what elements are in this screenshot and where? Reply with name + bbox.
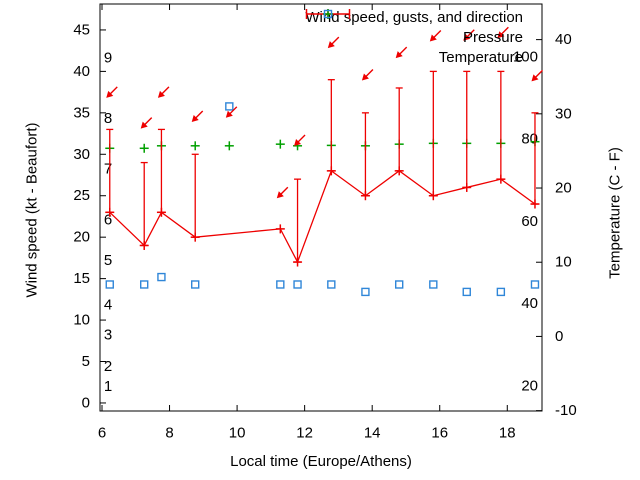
y-left-tick-label: 0 [82, 394, 90, 411]
y-axis-title-right: Temperature (C - F) [606, 147, 624, 279]
temperature-point [140, 280, 149, 289]
y-right-tick-label: 30 [555, 105, 572, 122]
fahrenheit-label: 20 [521, 377, 538, 394]
temperature-point [225, 102, 234, 111]
y-left-tick-label: 45 [73, 21, 90, 38]
x-tick-label: 18 [499, 425, 516, 442]
x-tick-label: 14 [364, 425, 381, 442]
temperature-point [530, 280, 540, 289]
fahrenheit-label: 40 [521, 295, 538, 312]
direction-arrow-head [395, 51, 403, 59]
y-left-tick-label: 35 [73, 104, 90, 121]
temperature-point [496, 287, 506, 297]
fahrenheit-label: 100 [513, 48, 538, 65]
fahrenheit-label: 60 [521, 213, 538, 230]
x-tick-label: 10 [229, 425, 246, 442]
temperature-point [361, 287, 370, 297]
direction-arrow-head [531, 74, 539, 82]
beaufort-label: 5 [104, 252, 112, 269]
beaufort-label: 3 [104, 326, 112, 343]
y-left-tick-label: 30 [73, 146, 90, 163]
y-right-tick-label: 0 [555, 328, 563, 345]
direction-arrow-head [327, 41, 335, 49]
y-right-tick-label: 10 [555, 254, 572, 271]
legend-label-pressure: Pressure [462, 28, 523, 46]
y-left-tick-label: 20 [73, 229, 90, 246]
x-tick-label: 16 [431, 425, 448, 442]
x-axis-title: Local time (Europe/Athens) [230, 453, 412, 470]
plot-border [99, 3, 543, 412]
temperature-point [462, 287, 471, 297]
beaufort-label: 9 [104, 50, 112, 67]
legend-label-temperature: Temperature [438, 48, 523, 66]
y-left-tick-label: 5 [82, 353, 90, 370]
legend: Wind speed, gusts, and direction Pressur… [305, 7, 523, 67]
direction-arrow-head [140, 121, 148, 129]
temperature-point [105, 280, 114, 289]
x-tick-label: 6 [98, 425, 106, 442]
beaufort-label: 2 [104, 358, 112, 375]
y-axis-title-left: Wind speed (kt - Beaufort) [23, 122, 41, 298]
fahrenheit-label: 80 [521, 131, 538, 148]
beaufort-label: 1 [104, 378, 112, 395]
direction-arrow-head [294, 138, 302, 146]
direction-arrow-head [361, 73, 369, 81]
direction-arrow-head [157, 90, 165, 98]
direction-arrow-head [463, 33, 471, 41]
x-tick-label: 8 [165, 425, 173, 442]
y-left-tick-label: 10 [73, 312, 90, 329]
legend-row-pressure: Pressure [305, 9, 523, 47]
y-right-tick-label: 40 [555, 31, 572, 48]
direction-arrow-head [191, 114, 199, 122]
direction-arrow-head [225, 110, 233, 118]
temperature-point [429, 280, 438, 289]
temperature-point [395, 280, 404, 289]
legend-row-temperature: Temperature [305, 9, 523, 67]
temperature-square-icon [324, 9, 333, 19]
beaufort-label: 4 [104, 297, 112, 314]
temperature-point [191, 280, 200, 289]
x-tick-label: 12 [296, 425, 313, 442]
beaufort-label: 6 [104, 211, 112, 228]
y-left-tick-label: 15 [73, 270, 90, 287]
legend-label-wind: Wind speed, gusts, and direction [305, 8, 523, 26]
direction-arrow-head [497, 31, 505, 39]
beaufort-label: 8 [104, 110, 112, 127]
direction-arrow-head [429, 34, 437, 42]
wind-line [109, 169, 536, 264]
direction-arrow-head [276, 191, 284, 199]
beaufort-label: 7 [104, 161, 112, 178]
temperature-point [327, 280, 336, 289]
y-left-tick-label: 40 [73, 63, 90, 80]
temperature-point [293, 280, 302, 289]
y-right-tick-label: -10 [555, 402, 577, 419]
temperature-point [276, 280, 285, 289]
y-left-tick-label: 25 [73, 187, 90, 204]
temperature-point [157, 272, 166, 282]
y-right-tick-label: 20 [555, 180, 572, 197]
direction-arrow-head [106, 90, 114, 98]
